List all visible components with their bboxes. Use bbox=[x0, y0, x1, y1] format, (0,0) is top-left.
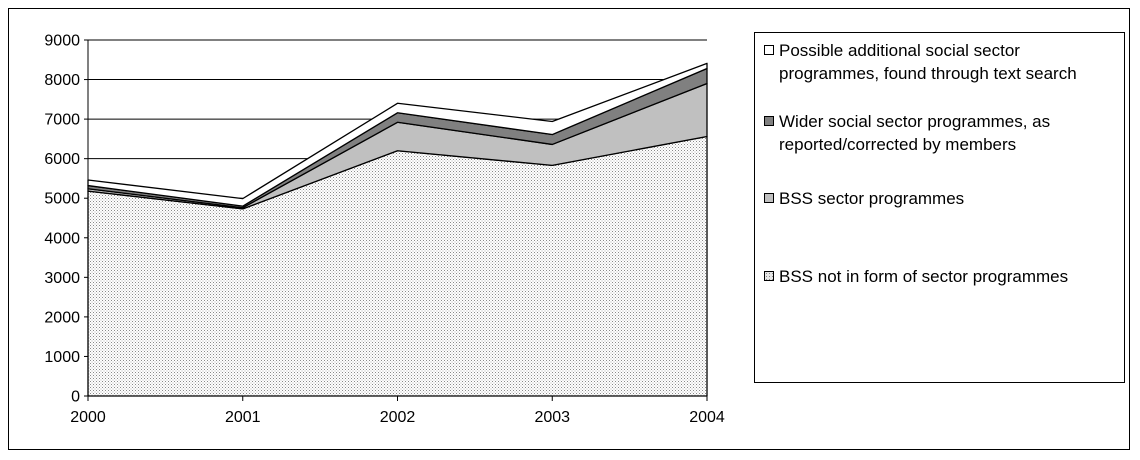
area-series-0 bbox=[87, 135, 708, 397]
legend-swatch-white bbox=[764, 45, 774, 55]
x-tick-labels: 2000 2001 2002 2003 2004 bbox=[70, 409, 725, 426]
y-tick-label: 0 bbox=[71, 389, 80, 406]
y-tick-label: 5000 bbox=[44, 191, 80, 208]
y-tick-label: 4000 bbox=[44, 230, 80, 247]
axes bbox=[84, 39, 708, 401]
y-tick-label: 8000 bbox=[44, 72, 80, 89]
x-tick-label: 2001 bbox=[225, 409, 261, 426]
legend-swatch-light-gray bbox=[764, 193, 774, 203]
legend-label: BSS not in form of sector programmes bbox=[779, 267, 1069, 286]
x-tick-label: 2000 bbox=[70, 409, 106, 426]
chart-frame: 0 1000 2000 3000 4000 5000 6000 7000 8000 9000 20… bbox=[8, 8, 1130, 450]
y-tick-label: 9000 bbox=[44, 33, 80, 50]
legend-label: Wider social sector programmes, as repor… bbox=[779, 112, 1051, 154]
area-series-3 bbox=[87, 62, 708, 207]
legend-label: BSS sector programmes bbox=[779, 189, 965, 208]
plot-area: 0 1000 2000 3000 4000 5000 6000 7000 8000 9000 20… bbox=[44, 33, 725, 427]
y-tick-label: 7000 bbox=[44, 112, 80, 129]
legend-label: Possible additional social sector progra… bbox=[779, 41, 1077, 83]
legend-swatch-dotted bbox=[764, 271, 774, 281]
y-tick-label: 6000 bbox=[44, 151, 80, 168]
legend-item-wider-social: Wider social sector programmes, as repor… bbox=[764, 110, 1119, 156]
y-tick-labels: 0 1000 2000 3000 4000 5000 6000 7000 8000 9000 bbox=[44, 33, 80, 406]
area-series bbox=[87, 62, 708, 397]
legend-item-bss-sector: BSS sector programmes bbox=[764, 187, 1119, 210]
y-tick-label: 1000 bbox=[44, 349, 80, 366]
legend-swatch-dark-gray bbox=[764, 116, 774, 126]
y-tick-label: 3000 bbox=[44, 270, 80, 287]
x-tick-label: 2002 bbox=[380, 409, 416, 426]
legend-item-possible-additional: Possible additional social sector progra… bbox=[764, 39, 1119, 85]
x-tick-label: 2003 bbox=[534, 409, 570, 426]
y-tick-label: 2000 bbox=[44, 309, 80, 326]
x-tick-label: 2004 bbox=[689, 409, 725, 426]
legend: Possible additional social sector progra… bbox=[754, 32, 1125, 383]
legend-item-bss-not-sector: BSS not in form of sector programmes bbox=[764, 265, 1119, 288]
